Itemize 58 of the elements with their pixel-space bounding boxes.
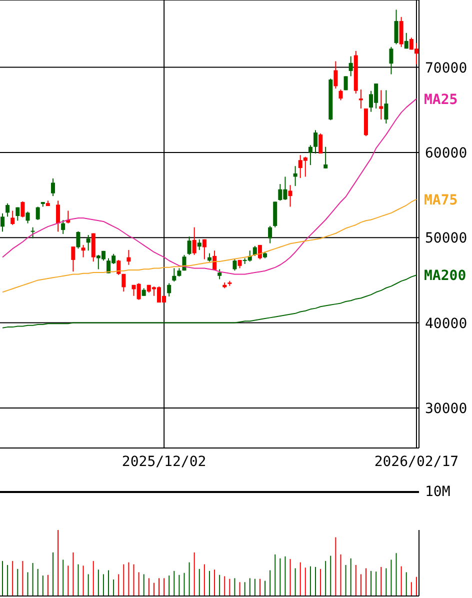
y-tick-label: 60000 xyxy=(425,145,468,162)
x-tick-label: 2025/12/02 xyxy=(122,454,206,470)
candlestick xyxy=(334,60,338,90)
candlestick xyxy=(50,178,55,197)
candlestick xyxy=(30,226,35,239)
line-series xyxy=(2,274,417,328)
candlestick xyxy=(313,130,318,154)
candlestick xyxy=(399,16,404,48)
candlestick xyxy=(187,236,192,256)
candlestick xyxy=(308,144,312,166)
candlestick xyxy=(344,76,348,91)
y-tick-label: 50000 xyxy=(425,230,468,247)
candlestick xyxy=(20,200,25,218)
series-label: MA200 xyxy=(424,268,466,284)
series-label: MA25 xyxy=(424,92,458,108)
candlestick xyxy=(116,259,121,276)
candlestick xyxy=(76,230,80,250)
candlestick xyxy=(338,89,343,101)
candlestick xyxy=(86,234,90,252)
candlestick xyxy=(202,238,206,260)
line-series xyxy=(2,198,417,293)
candlestick xyxy=(6,202,10,218)
candlestick xyxy=(268,225,272,244)
candlestick xyxy=(10,210,15,226)
candlestick xyxy=(394,9,398,45)
candlestick xyxy=(36,206,40,220)
candlestick xyxy=(293,166,298,187)
candlestick xyxy=(81,244,86,258)
candlestick xyxy=(318,132,323,154)
candlestick xyxy=(212,250,217,270)
candlestick xyxy=(192,226,196,256)
candlestick xyxy=(348,56,353,77)
y-tick-label: 40000 xyxy=(425,316,468,332)
candlestick xyxy=(167,282,172,297)
candlestick xyxy=(218,268,222,280)
candlestick xyxy=(61,219,66,234)
candlestick xyxy=(404,32,408,50)
candlestick xyxy=(379,90,384,120)
candlestick xyxy=(384,90,388,124)
series-label: MA75 xyxy=(424,192,458,208)
y-tick-label: 70000 xyxy=(425,60,468,76)
candlestick xyxy=(16,206,20,222)
candlestick xyxy=(389,46,394,75)
y-tick-label: 30000 xyxy=(425,400,468,417)
candlestick xyxy=(288,184,292,208)
candlestick xyxy=(126,249,131,266)
text: 10M xyxy=(425,484,450,500)
candlestick xyxy=(0,212,4,232)
candlestick xyxy=(56,200,60,232)
candlestick xyxy=(122,273,126,292)
candlestick xyxy=(71,246,76,272)
candlestick xyxy=(197,238,202,250)
x-tick-label: 2026/02/17 xyxy=(374,454,459,470)
candlestick xyxy=(172,268,176,282)
candlestick xyxy=(324,146,328,169)
candlestick xyxy=(232,258,237,272)
candlestick xyxy=(26,211,30,224)
line-series xyxy=(2,98,417,275)
